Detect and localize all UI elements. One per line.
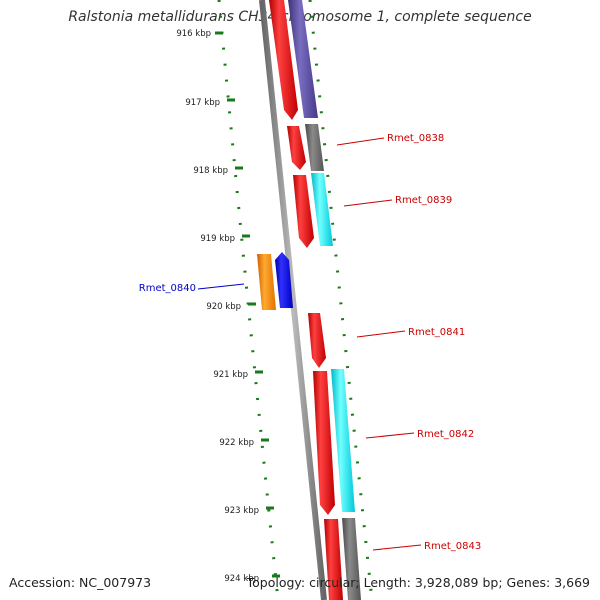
genome-summary: Topology: circular; Length: 3,928,089 bp…: [246, 575, 590, 590]
cog-feature: [305, 124, 324, 171]
cds-feature: [269, 0, 298, 120]
gene-label-rmet-0841: Rmet_0841: [408, 327, 465, 338]
ruler-label: 916 kbp: [176, 29, 211, 39]
cds-feature: [293, 175, 314, 248]
ruler-label: 923 kbp: [224, 506, 259, 516]
ruler-label: 917 kbp: [185, 98, 220, 108]
gene-leader-line: [336, 137, 385, 146]
ruler-label: 919 kbp: [200, 234, 235, 244]
cog-feature: [331, 369, 355, 512]
gene-label-rmet-0843: Rmet_0843: [424, 541, 481, 552]
ruler-label: 922 kbp: [219, 438, 254, 448]
gene-label-rmet-0842: Rmet_0842: [417, 429, 474, 440]
cog-feature: [311, 173, 333, 246]
cds-feature: [287, 126, 306, 170]
ruler-label: 918 kbp: [193, 166, 228, 176]
chromosome-backbone: [259, 0, 327, 600]
gene-leader-line: [372, 544, 422, 551]
cds-feature: [275, 252, 293, 308]
accession-info: Accession: NC_007973: [9, 575, 152, 590]
cog-feature: [288, 0, 318, 118]
gene-leader-line: [365, 432, 415, 439]
gene-label-rmet-0839: Rmet_0839: [395, 195, 452, 206]
cds-forward-track: [269, 0, 343, 600]
cds-feature: [324, 519, 343, 600]
gene-label-rmet-0838: Rmet_0838: [387, 133, 444, 144]
cog-track: [288, 0, 361, 600]
gene-leader-line: [343, 199, 393, 207]
ruler: 916 kbp 917 kbp 918 kbp 919 kbp 920 kbp …: [176, 29, 280, 584]
cds-feature: [313, 371, 335, 515]
gene-leader-line: [197, 283, 245, 290]
cog-feature: [342, 518, 361, 600]
cds-feature: [308, 313, 326, 368]
gene-labels: Rmet_0838 Rmet_0839 Rmet_0840 Rmet_0841 …: [139, 133, 481, 552]
ruler-label: 921 kbp: [213, 370, 248, 380]
gc-content-track-left: [217, 0, 280, 600]
gc-content-track-right: [308, 0, 374, 600]
cog-feature: [257, 254, 276, 310]
gene-leader-line: [356, 330, 406, 338]
gene-label-rmet-0840: Rmet_0840: [139, 283, 196, 294]
ruler-label: 920 kbp: [206, 302, 241, 312]
ruler-label: 924 kbp: [224, 574, 259, 584]
cds-reverse-track: [257, 252, 293, 310]
